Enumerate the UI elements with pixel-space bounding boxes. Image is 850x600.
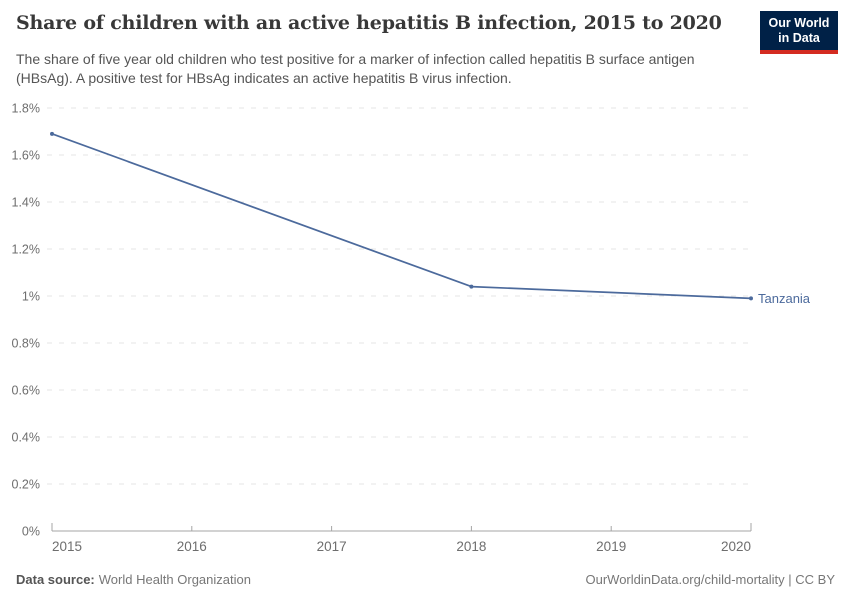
data-source-value: World Health Organization xyxy=(98,572,251,587)
y-tick-label: 0.4% xyxy=(12,431,41,445)
y-tick-label: 0.2% xyxy=(12,478,41,492)
chart-subtitle: The share of five year old children who … xyxy=(16,50,806,89)
chart-title: Share of children with an active hepatit… xyxy=(16,12,722,34)
x-tick-label: 2019 xyxy=(596,539,626,554)
data-source-label: Data source: xyxy=(16,572,95,587)
chart-subtitle-line2: (HBsAg). A positive test for HBsAg indic… xyxy=(16,70,512,87)
x-tick-label: 2020 xyxy=(721,539,751,554)
chart-footer: Data source: World Health Organization Ou… xyxy=(16,572,835,587)
y-tick-label: 1.8% xyxy=(12,102,41,116)
data-point[interactable] xyxy=(50,131,54,136)
x-tick-label: 2015 xyxy=(52,539,82,554)
y-tick-label: 0% xyxy=(22,525,40,539)
data-point[interactable] xyxy=(749,296,753,301)
y-tick-label: 0.8% xyxy=(12,337,41,351)
y-tick-label: 1.4% xyxy=(12,196,41,210)
y-tick-label: 1.6% xyxy=(12,149,41,163)
x-tick-label: 2017 xyxy=(317,539,347,554)
y-tick-label: 1% xyxy=(22,290,40,304)
entity-label-tanzania[interactable]: Tanzania xyxy=(758,291,811,306)
data-source: Data source: World Health Organization xyxy=(16,572,251,587)
y-tick-label: 0.6% xyxy=(12,384,41,398)
credit-link[interactable]: OurWorldinData.org/child-mortality | CC … xyxy=(585,572,836,587)
y-tick-label: 1.2% xyxy=(12,243,41,257)
series-line-tanzania[interactable] xyxy=(51,133,752,300)
x-tick-label: 2016 xyxy=(177,539,207,554)
x-tick-label: 2018 xyxy=(456,539,486,554)
chart-subtitle-line1: The share of five year old children who … xyxy=(16,51,695,67)
data-point[interactable] xyxy=(469,284,474,289)
owid-logo[interactable]: Our World in Data xyxy=(760,11,838,54)
owid-logo-text-line1: Our World xyxy=(768,16,830,30)
owid-logo-text-line2: in Data xyxy=(778,30,820,45)
